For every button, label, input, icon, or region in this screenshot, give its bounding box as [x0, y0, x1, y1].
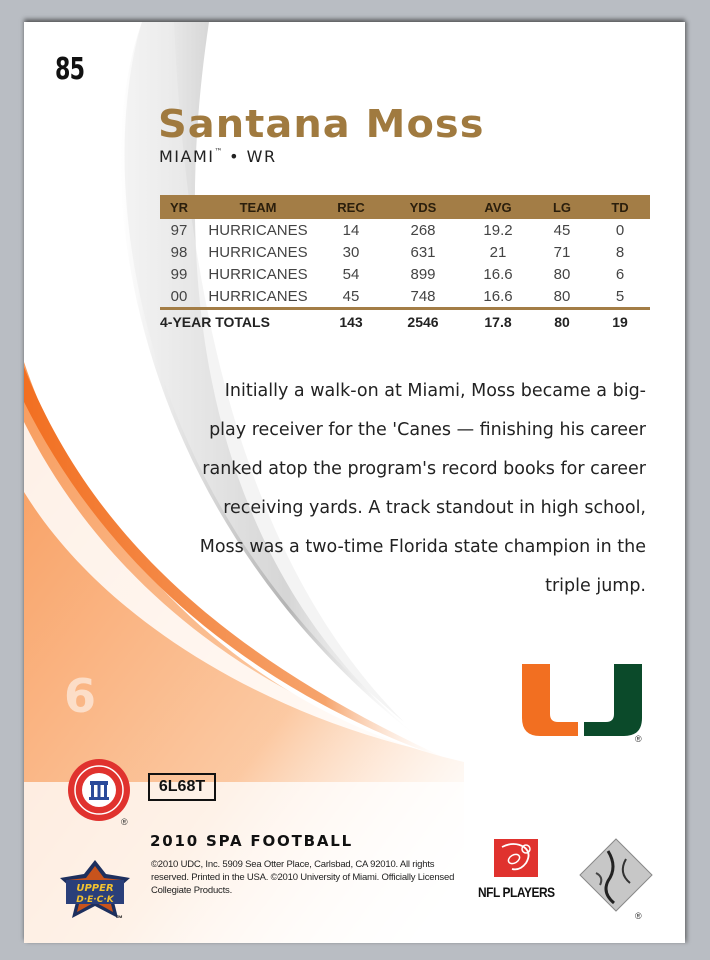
upper-deck-wordmark-top: UPPER	[76, 883, 113, 894]
stats-row: 99 HURRICANES 54 899 16.6 80 6	[160, 263, 650, 285]
cell-lg: 80	[553, 265, 571, 283]
stats-row: 97 HURRICANES 14 268 19.2 45 0	[160, 219, 650, 241]
player-name: Santana Moss	[158, 102, 485, 146]
cell-yr: 97	[170, 221, 188, 239]
legal-text: ©2010 UDC, Inc. 5909 Sea Otter Place, Ca…	[151, 859, 455, 896]
nfl-players-label: NFL PLAYERS	[478, 884, 555, 900]
upper-deck-wordmark-bottom: D·E·C·K	[76, 895, 114, 905]
stats-header-row: YR TEAM REC YDS AVG LG TD	[160, 195, 650, 219]
cell-avg: 16.6	[483, 265, 513, 283]
cell-rec: 14	[342, 221, 360, 239]
cell-rec: 45	[342, 287, 360, 305]
cell-td: 8	[615, 243, 625, 261]
cell-yr: 99	[170, 265, 188, 283]
cell-avg: 16.6	[483, 287, 513, 305]
background-number: 6	[64, 669, 96, 723]
col-header-lg: LG	[534, 195, 590, 219]
totals-avg: 17.8	[462, 307, 534, 334]
school-name: MIAMI	[159, 147, 215, 166]
trading-card-back: 6 85 Santana Moss MIAMI™ • WR YR TEAM RE…	[24, 22, 685, 943]
cell-lg: 71	[553, 243, 571, 261]
cell-yds: 268	[410, 221, 436, 239]
card-number: 85	[55, 52, 85, 87]
cell-yds: 899	[410, 265, 436, 283]
hologram-diamond-icon	[579, 838, 653, 912]
player-position: WR	[246, 147, 277, 166]
player-bio: Initially a walk-on at Miami, Moss becam…	[199, 381, 646, 596]
totals-lg: 80	[534, 307, 590, 334]
cell-team: HURRICANES	[208, 221, 308, 239]
cell-yr: 98	[170, 243, 188, 261]
cell-lg: 80	[553, 287, 571, 305]
col-header-yds: YDS	[384, 195, 462, 219]
cell-yds: 748	[410, 287, 436, 305]
seal-registered-mark: ®	[121, 817, 128, 827]
miami-u-logo-icon	[522, 664, 642, 736]
set-name: 2010 SPA FOOTBALL	[150, 832, 353, 850]
licensed-collegiate-seal-icon	[68, 759, 130, 821]
totals-label: 4-YEAR TOTALS	[160, 307, 318, 334]
cell-rec: 54	[342, 265, 360, 283]
cell-team: HURRICANES	[208, 287, 308, 305]
cell-avg: 19.2	[483, 221, 513, 239]
cell-td: 5	[615, 287, 625, 305]
upper-deck-logo-icon: UPPER D·E·C·K	[60, 860, 130, 918]
col-header-rec: REC	[318, 195, 384, 219]
cell-td: 0	[615, 221, 625, 239]
separator-dot: •	[229, 147, 241, 166]
school-position: MIAMI™ • WR	[159, 147, 277, 166]
totals-td: 19	[590, 307, 650, 334]
hologram-registered-mark: ®	[635, 911, 642, 921]
cell-rec: 30	[342, 243, 360, 261]
col-header-td: TD	[590, 195, 650, 219]
stats-row: 98 HURRICANES 30 631 21 71 8	[160, 241, 650, 263]
cell-td: 6	[615, 265, 625, 283]
upper-deck-trademark: ™	[115, 914, 123, 923]
cell-avg: 21	[489, 243, 507, 261]
cell-yds: 631	[410, 243, 436, 261]
cell-yr: 00	[170, 287, 188, 305]
stats-totals-row: 4-YEAR TOTALS 143 2546 17.8 80 19	[160, 307, 650, 334]
stats-table: YR TEAM REC YDS AVG LG TD 97 HURRICANES …	[160, 195, 650, 334]
totals-yds: 2546	[384, 307, 462, 334]
cell-team: HURRICANES	[208, 243, 308, 261]
stats-row: 00 HURRICANES 45 748 16.6 80 5	[160, 285, 650, 309]
col-header-avg: AVG	[462, 195, 534, 219]
um-registered-mark: ®	[635, 734, 642, 744]
nfl-players-logo-icon	[494, 839, 538, 877]
trademark-mark: ™	[214, 147, 223, 156]
totals-rec: 143	[318, 307, 384, 334]
background-swoosh: 6	[24, 22, 685, 943]
col-header-team: TEAM	[198, 195, 318, 219]
card-code: 6L68T	[148, 773, 216, 801]
cell-lg: 45	[553, 221, 571, 239]
cell-team: HURRICANES	[208, 265, 308, 283]
col-header-yr: YR	[160, 195, 198, 219]
